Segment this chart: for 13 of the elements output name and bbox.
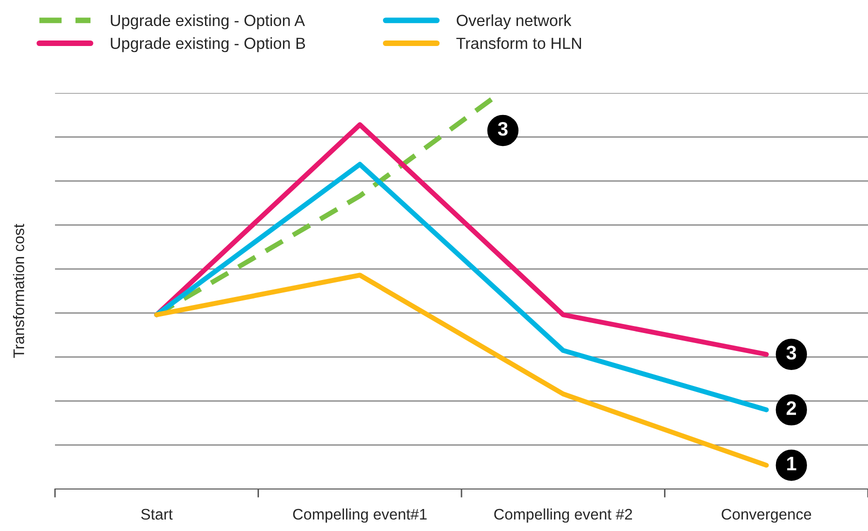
annotation: 2	[786, 401, 796, 415]
x-tick-label: Start	[141, 508, 173, 520]
legend-label: Upgrade existing - Option B	[110, 37, 306, 52]
legend-label: Upgrade existing - Option A	[110, 14, 305, 30]
x-tick-label: Compelling event#1	[293, 508, 427, 523]
x-tick-label: Compelling event #2	[494, 508, 632, 523]
annotation: 1	[787, 456, 796, 470]
x-tick-label: Convergence	[722, 508, 812, 523]
legend-label: Overlay network	[456, 14, 572, 30]
annotation: 3	[786, 346, 796, 360]
y-axis-title: Transformation cost	[12, 224, 24, 358]
legend-label: Transform to HLN	[456, 37, 582, 49]
annotation: 3	[498, 122, 508, 136]
